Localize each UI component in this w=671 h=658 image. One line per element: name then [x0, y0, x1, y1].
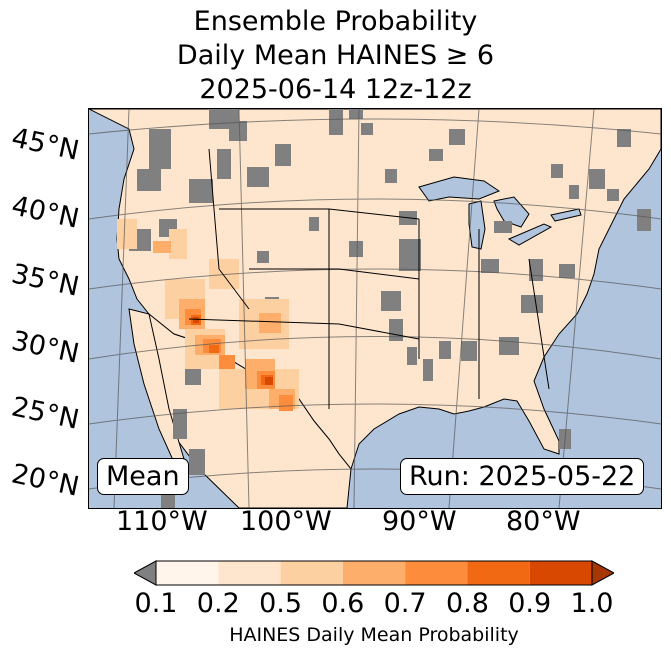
colorbar-over-triangle	[591, 560, 614, 586]
colorbar-tick-label: 0.8	[445, 588, 489, 619]
colorbar-bin	[467, 561, 530, 585]
colorbar-tick-label: 1.0	[570, 588, 614, 619]
map-panel	[88, 108, 662, 509]
lake-superior	[418, 176, 501, 202]
colorbar-tick-label: 0.9	[508, 588, 552, 619]
colorbar-bin	[218, 561, 281, 585]
lon-label-100w: 100°W	[240, 506, 332, 537]
colorbar-bin	[280, 561, 343, 585]
lat-label-25n: 25°N	[8, 391, 82, 436]
lake-michigan	[468, 200, 486, 250]
colorbar-bin	[156, 561, 219, 585]
colorbar-tick-label: 0.1	[134, 588, 178, 619]
colorbar-bin	[342, 561, 406, 585]
lat-label-40n: 40°N	[8, 190, 82, 235]
colorbar-tick-label: 0.7	[383, 588, 427, 619]
lon-label-80w: 80°W	[506, 506, 581, 537]
lat-label-35n: 35°N	[8, 258, 82, 303]
colorbar	[134, 560, 614, 586]
state-boundaries	[188, 148, 550, 409]
colorbar-tick-label: 0.2	[196, 588, 240, 619]
graticule	[89, 109, 661, 508]
colorbar-tick-label: 0.5	[259, 588, 303, 619]
lat-label-45n: 45°N	[8, 122, 82, 167]
colorbar-bin	[529, 561, 592, 585]
colorbar-under-triangle	[134, 560, 157, 586]
colorbar-tick-label: 0.6	[321, 588, 365, 619]
lake-erie	[507, 223, 553, 246]
lon-label-90w: 90°W	[382, 506, 457, 537]
lake-ontario	[550, 208, 582, 222]
colorbar-frame	[155, 560, 593, 586]
run-date-box: Run: 2025-05-22	[400, 458, 645, 495]
colorbar-label: HAINES Daily Mean Probability	[229, 624, 519, 646]
stat-label-box: Mean	[97, 458, 189, 495]
missing-data-patches	[129, 109, 651, 508]
probability-patches	[117, 219, 299, 411]
lat-label-30n: 30°N	[8, 325, 82, 370]
land-mass	[89, 109, 661, 471]
lon-label-110w: 110°W	[116, 506, 208, 537]
title-line-3: 2025-06-14 12z-12z	[199, 74, 472, 105]
title-line-2: Daily Mean HAINES ≥ 6	[176, 40, 495, 71]
title-line-1: Ensemble Probability	[193, 6, 478, 37]
map-svg	[89, 109, 661, 508]
lat-label-20n: 20°N	[8, 458, 82, 503]
colorbar-bin	[405, 561, 468, 585]
